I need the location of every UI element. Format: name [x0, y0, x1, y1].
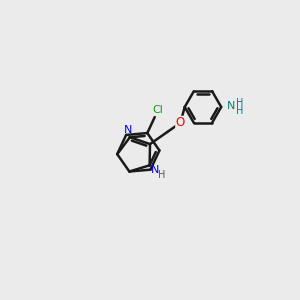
Text: H: H: [158, 169, 166, 179]
Text: N: N: [124, 125, 132, 135]
Text: O: O: [176, 116, 185, 129]
Text: Cl: Cl: [152, 105, 163, 116]
Text: H: H: [236, 98, 243, 108]
Text: N: N: [151, 165, 160, 175]
Text: H: H: [236, 106, 243, 116]
Text: N: N: [226, 101, 235, 111]
